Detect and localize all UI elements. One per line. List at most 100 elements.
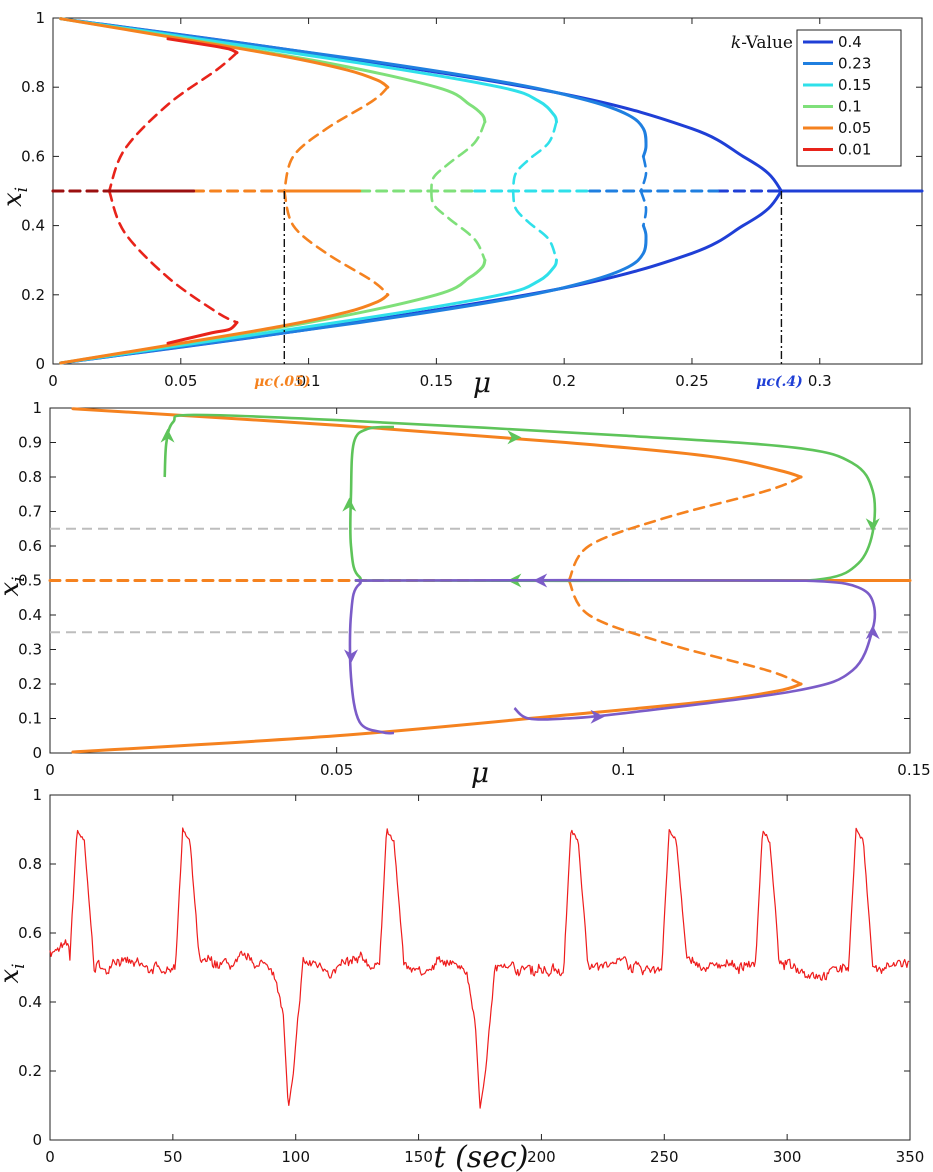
x-tick-label: 0 — [45, 1148, 55, 1166]
critical-mu-label: μc(.05) — [254, 374, 310, 390]
stable-branch-upper — [71, 407, 803, 479]
legend-label: 0.15 — [838, 76, 871, 94]
stable-branch-upper — [166, 37, 239, 55]
legend-box — [796, 29, 902, 167]
x-tick-label: 300 — [773, 1148, 802, 1166]
axes-0: 0 0.2 0.4 0.6 0.8 1 0 0.05 0.1 0.15 0.2 0.25 0.3 μc(.… — [0, 9, 924, 399]
y-tick-label: 0 — [32, 1131, 42, 1149]
legend-label: 0.4 — [838, 33, 862, 51]
x-tick-label: 0.3 — [808, 372, 832, 390]
trajectory-upper — [160, 413, 880, 588]
y-tick-label: 0.6 — [21, 147, 45, 165]
y-axis-label: xi — [0, 187, 32, 207]
x-tick-label: 0.1 — [611, 761, 635, 779]
x-tick-label: 100 — [281, 1148, 310, 1166]
legend: k-Value 0.4 0.23 0.15 0.1 0.05 0.01 — [731, 29, 902, 167]
y-axis-label: xi — [0, 963, 29, 983]
unstable-branch-upper — [283, 85, 390, 193]
legend-label: 0.01 — [838, 141, 871, 159]
x-axis-label: μ — [473, 366, 491, 399]
trajectory-lower — [344, 573, 880, 735]
series-k015 — [59, 17, 592, 365]
stable-branch-lower — [59, 258, 558, 365]
stable-branch-upper — [59, 17, 390, 89]
stable-branch-lower — [166, 321, 239, 345]
unstable-branch-upper — [639, 155, 648, 193]
y-tick-label: 0.8 — [18, 855, 42, 873]
x-axis-label: t (sec) — [434, 1140, 529, 1172]
x-tick-label: 0.25 — [675, 372, 708, 390]
x-tick-label: 0.15 — [897, 761, 930, 779]
stable-branch-upper — [59, 17, 648, 158]
x-tick-label: 200 — [527, 1148, 556, 1166]
axes-2: 0 0.2 0.4 0.6 0.8 1 0 50 100 150 200 250 300 350 t (se… — [0, 786, 924, 1172]
y-tick-label: 1 — [32, 786, 42, 804]
x-tick-label: 0.2 — [552, 372, 576, 390]
arrow-head — [865, 518, 880, 533]
y-tick-label: 0.8 — [18, 468, 42, 486]
y-tick-label: 0.4 — [21, 217, 45, 235]
unstable-branch-lower — [511, 189, 558, 262]
arrow-head — [342, 497, 357, 512]
unstable-branch-lower — [283, 189, 390, 297]
trajectory-line — [163, 413, 877, 583]
y-axis-label-subscript: i — [9, 576, 29, 581]
stable-branch-upper — [59, 17, 558, 124]
unstable-branch-upper — [511, 120, 558, 193]
x-tick-label: 0 — [48, 372, 58, 390]
arrow-head — [865, 625, 880, 640]
arrow-head — [160, 428, 175, 443]
unstable-branch-lower — [430, 189, 487, 262]
x-tick-label: 0.05 — [320, 761, 353, 779]
arrow-head — [507, 430, 522, 445]
y-tick-label: 0.5 — [18, 572, 42, 590]
y-tick-label: 0.2 — [18, 675, 42, 693]
y-axis-label-base: x — [0, 582, 25, 597]
unstable-branch-lower — [107, 189, 239, 324]
unstable-branch-lower — [567, 579, 803, 686]
series-k005 — [59, 17, 390, 365]
legend-label: 0.23 — [838, 55, 871, 73]
x-tick-label: 0.1 — [297, 372, 321, 390]
series-k023 — [59, 17, 719, 365]
trajectory-line — [348, 578, 877, 735]
legend-label: 0.1 — [838, 98, 862, 116]
axes-1: 0 0.1 0.2 0.3 0.4 0.5 0.6 0.7 0.8 0.9 1 0 0.05 0.1 0.1… — [0, 399, 931, 789]
y-tick-label: 1 — [32, 399, 42, 417]
arrow-head — [344, 649, 358, 664]
legend-title-k: k — [731, 33, 741, 53]
arrow-head — [533, 573, 548, 588]
y-tick-label: 0.3 — [18, 641, 42, 659]
unstable-branch-upper — [567, 475, 803, 582]
y-tick-label: 0.1 — [18, 710, 42, 728]
x-tick-label: 0.05 — [164, 372, 197, 390]
x-tick-label: 50 — [163, 1148, 182, 1166]
x-tick-label: 150 — [404, 1148, 433, 1166]
unstable-branch-upper — [107, 51, 239, 193]
plot-frame — [49, 794, 911, 1141]
y-tick-label: 0.6 — [18, 924, 42, 942]
arrow-head — [590, 709, 605, 724]
y-tick-label: 0.7 — [18, 503, 42, 521]
y-axis-label: xi — [0, 576, 29, 596]
stable-branch-lower — [59, 224, 648, 365]
x-tick-label: 0.15 — [420, 372, 453, 390]
time-series-line — [49, 827, 910, 1109]
x-tick-label: 250 — [650, 1148, 679, 1166]
x-tick-label: 350 — [896, 1148, 925, 1166]
unstable-branch-upper — [430, 120, 487, 193]
y-tick-label: 1 — [35, 9, 45, 27]
unstable-branch-lower — [639, 189, 648, 227]
y-axis-label-base: x — [0, 192, 28, 207]
stable-branch-lower — [59, 293, 390, 365]
critical-mu-label: μc(.4) — [756, 374, 803, 390]
y-tick-label: 0 — [35, 355, 45, 373]
y-tick-label: 0.9 — [18, 434, 42, 452]
y-tick-label: 0 — [32, 744, 42, 762]
stable-branch-lower — [71, 682, 803, 754]
x-tick-label: 0 — [45, 761, 55, 779]
y-tick-label: 0.4 — [18, 993, 42, 1011]
y-tick-label: 0.2 — [18, 1062, 42, 1080]
legend-title: k-Value — [731, 33, 793, 53]
